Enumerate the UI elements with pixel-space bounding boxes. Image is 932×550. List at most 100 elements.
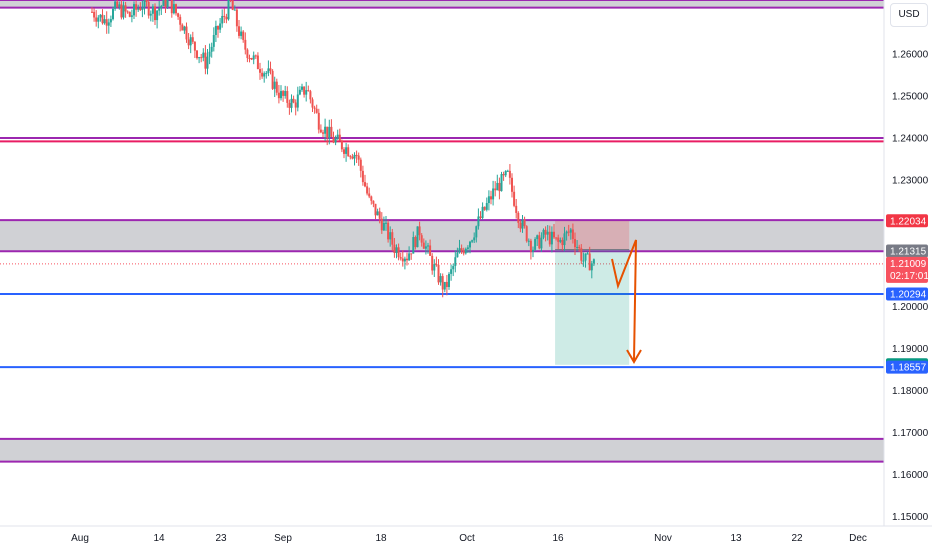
candle	[212, 27, 215, 52]
candle	[319, 124, 322, 134]
price-tag-label: 1.20294	[890, 289, 927, 300]
candle	[269, 61, 272, 75]
resistance-zone-mid	[0, 220, 884, 252]
candle	[206, 49, 209, 75]
candle	[498, 177, 501, 200]
candle	[550, 226, 553, 253]
candle	[202, 48, 205, 62]
candle	[147, 0, 150, 19]
y-tick-label: 1.20000	[892, 302, 929, 313]
candle	[91, 7, 93, 13]
candle	[242, 30, 245, 43]
price-tag: 1.20294	[886, 287, 928, 301]
x-tick-label: 22	[791, 533, 803, 544]
candle	[145, 0, 148, 7]
candle	[353, 152, 356, 166]
candle	[313, 105, 316, 114]
candle	[506, 169, 509, 172]
candle	[364, 174, 366, 188]
candle	[116, 0, 119, 9]
candle	[330, 119, 333, 138]
candle	[525, 225, 528, 243]
candle	[305, 81, 308, 102]
price-tag-label: 1.21315	[890, 247, 927, 258]
candle	[263, 71, 266, 83]
candle	[502, 171, 505, 181]
stop-loss-area[interactable]	[555, 220, 630, 250]
x-tick-label: 18	[375, 533, 387, 544]
candle	[534, 237, 537, 252]
time-axis[interactable]: Aug 14 23 Sep 18 Oct 16 Nov 13 22 Dec	[0, 525, 932, 550]
candle	[166, 0, 169, 10]
candle	[466, 245, 469, 254]
candle	[99, 14, 102, 22]
candle	[292, 95, 295, 104]
candle	[464, 247, 467, 255]
candle	[523, 216, 526, 229]
candle	[326, 126, 329, 146]
candle	[355, 150, 358, 164]
candle	[452, 263, 455, 277]
candle	[343, 147, 345, 159]
candle	[162, 0, 165, 7]
support-zone-bottom	[0, 438, 884, 462]
candle	[458, 239, 461, 254]
candle	[429, 239, 432, 256]
candle	[164, 0, 167, 13]
y-tick-label: 1.23000	[892, 176, 929, 187]
candle	[382, 216, 385, 232]
candle	[511, 173, 513, 198]
horizontal-levels	[0, 137, 884, 369]
short-position-tool[interactable]	[555, 220, 630, 365]
candle	[508, 164, 511, 185]
candle	[553, 223, 555, 239]
candle	[322, 129, 324, 138]
y-tick-label: 1.15000	[892, 512, 929, 523]
candle	[439, 273, 442, 286]
candle	[286, 86, 289, 108]
candle	[143, 0, 146, 15]
x-tick-label: Oct	[459, 533, 475, 544]
candle	[504, 170, 507, 178]
x-tick-label: Sep	[274, 533, 292, 544]
candle	[238, 20, 240, 39]
candle	[385, 216, 387, 231]
candle	[112, 6, 114, 21]
candle	[271, 69, 274, 91]
candle	[200, 53, 203, 63]
countdown-label: 02:17:01	[890, 271, 929, 282]
candle	[559, 237, 562, 244]
candle	[317, 108, 320, 134]
candle	[118, 1, 121, 10]
candle	[214, 20, 217, 42]
candle	[492, 180, 495, 206]
candle	[569, 227, 572, 240]
candle	[485, 197, 488, 212]
candle	[334, 135, 337, 146]
candle	[422, 238, 425, 249]
candle	[563, 226, 566, 252]
candle	[496, 174, 499, 191]
candle	[359, 157, 362, 178]
candle	[418, 221, 421, 241]
candle	[586, 251, 589, 255]
candle	[223, 8, 226, 24]
candle	[219, 17, 222, 33]
candle	[240, 26, 243, 40]
candle	[578, 244, 581, 252]
y-tick-label: 1.16000	[892, 470, 929, 481]
currency-button[interactable]: USD	[890, 3, 928, 27]
candle	[347, 144, 350, 157]
candle	[137, 4, 140, 12]
candle	[582, 252, 585, 267]
candle	[576, 240, 579, 251]
x-tick-label: 14	[153, 533, 165, 544]
candlestick-series	[91, 0, 595, 298]
candle	[126, 10, 129, 14]
candle	[170, 0, 173, 18]
candle	[494, 181, 497, 197]
